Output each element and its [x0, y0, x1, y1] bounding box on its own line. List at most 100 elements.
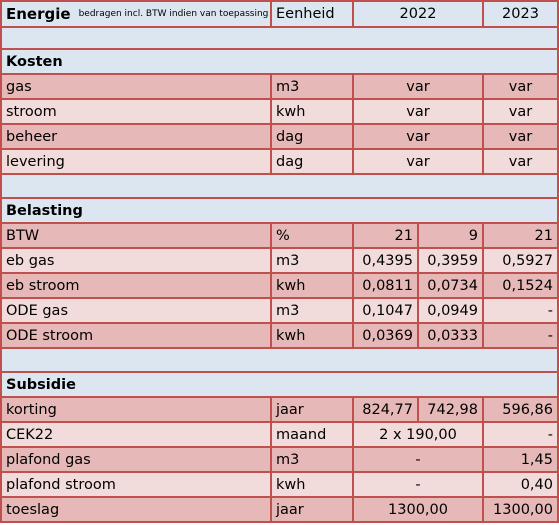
row-label-cell[interactable]: eb stroom [0, 274, 272, 299]
header-unit: Eenheid [276, 6, 335, 22]
section-cell-belasting[interactable]: Belasting [0, 199, 559, 224]
row-2022b-cell[interactable]: 0,0949 [419, 299, 484, 324]
row-2023-cell[interactable]: var [484, 150, 559, 175]
row-2023-cell[interactable]: var [484, 125, 559, 150]
row-2023-cell[interactable]: 1,45 [484, 448, 559, 473]
row-2022b-cell[interactable]: 0,0734 [419, 274, 484, 299]
row-unit-cell[interactable]: m3 [272, 75, 354, 100]
row-2022-cell[interactable]: 1300,00 [354, 498, 484, 523]
row-label: beheer [6, 128, 58, 145]
header-2022-cell[interactable]: 2022 [354, 0, 484, 28]
row-label-cell[interactable]: beheer [0, 125, 272, 150]
row-unit-cell[interactable]: m3 [272, 448, 354, 473]
section-cell-kosten[interactable]: Kosten [0, 50, 559, 75]
row-2022a-cell[interactable]: 21 [354, 224, 419, 249]
row-2022b-cell[interactable]: 0,0333 [419, 324, 484, 349]
row-label-cell[interactable]: eb gas [0, 249, 272, 274]
row-unit-cell[interactable]: dag [272, 125, 354, 150]
row-2022b-cell[interactable]: 9 [419, 224, 484, 249]
row-2023-cell[interactable]: var [484, 75, 559, 100]
row-2022b-value: 0,0949 [427, 302, 478, 319]
row-label-cell[interactable]: toeslag [0, 498, 272, 523]
row-2023-cell[interactable]: 596,86 [484, 398, 559, 423]
row-unit: kwh [276, 277, 306, 294]
row-2023-cell[interactable]: 21 [484, 224, 559, 249]
row-unit-cell[interactable]: kwh [272, 324, 354, 349]
row-label-cell[interactable]: ODE stroom [0, 324, 272, 349]
row-label-cell[interactable]: ODE gas [0, 299, 272, 324]
table-row: eb gas m3 0,4395 0,3959 0,5927 [0, 249, 559, 274]
row-2022a-cell[interactable]: 0,0811 [354, 274, 419, 299]
row-unit-cell[interactable]: m3 [272, 299, 354, 324]
row-2022-value: var [406, 153, 430, 170]
header-unit-cell[interactable]: Eenheid [272, 0, 354, 28]
row-2022b-cell[interactable]: 742,98 [419, 398, 484, 423]
row-2023-cell[interactable]: 0,1524 [484, 274, 559, 299]
row-unit-cell[interactable]: % [272, 224, 354, 249]
row-label: levering [6, 153, 65, 170]
table-row: plafond stroom kwh - 0,40 [0, 473, 559, 498]
row-2022a-cell[interactable]: 0,1047 [354, 299, 419, 324]
spacer-row [0, 349, 559, 373]
row-2023-cell[interactable]: 0,5927 [484, 249, 559, 274]
row-2022-cell[interactable]: - [354, 448, 484, 473]
row-2022-value: - [415, 476, 421, 493]
row-label: eb gas [6, 252, 55, 269]
row-2022-cell[interactable]: var [354, 100, 484, 125]
row-2023-value: 0,1524 [502, 277, 553, 294]
row-unit-cell[interactable]: maand [272, 423, 354, 448]
row-2023-cell[interactable]: var [484, 100, 559, 125]
header-title-cell[interactable]: Energie bedragen incl. BTW indien van to… [0, 0, 272, 28]
header-2023-cell[interactable]: 2023 [484, 0, 559, 28]
row-2022-cell[interactable]: var [354, 75, 484, 100]
row-2023-cell[interactable]: 0,40 [484, 473, 559, 498]
spacer-cell[interactable] [0, 175, 559, 199]
row-unit: m3 [276, 302, 300, 319]
row-2022a-cell[interactable]: 824,77 [354, 398, 419, 423]
row-2022b-value: 0,0333 [427, 327, 478, 344]
table-row: ODE stroom kwh 0,0369 0,0333 - [0, 324, 559, 349]
row-label-cell[interactable]: stroom [0, 100, 272, 125]
row-label-cell[interactable]: plafond stroom [0, 473, 272, 498]
header-note: bedragen incl. BTW indien van toepassing [78, 9, 269, 19]
row-2022-cell[interactable]: - [354, 473, 484, 498]
row-label-cell[interactable]: BTW [0, 224, 272, 249]
row-label: CEK22 [6, 426, 54, 443]
section-title-belasting: Belasting [6, 202, 83, 219]
row-unit-cell[interactable]: jaar [272, 398, 354, 423]
row-label-cell[interactable]: levering [0, 150, 272, 175]
sheet-title: Energie [6, 5, 71, 23]
row-unit-cell[interactable]: kwh [272, 473, 354, 498]
row-2023-cell[interactable]: 1300,00 [484, 498, 559, 523]
row-2022-cell[interactable]: 2 x 190,00 [354, 423, 484, 448]
spacer-cell[interactable] [0, 28, 559, 50]
row-unit-cell[interactable]: kwh [272, 274, 354, 299]
row-2022b-value: 9 [468, 227, 478, 244]
row-label: BTW [6, 227, 40, 244]
row-2022b-cell[interactable]: 0,3959 [419, 249, 484, 274]
row-2023-cell[interactable]: - [484, 324, 559, 349]
row-2022-value: 1300,00 [388, 501, 448, 518]
row-label-cell[interactable]: CEK22 [0, 423, 272, 448]
row-unit-cell[interactable]: jaar [272, 498, 354, 523]
row-2022-cell[interactable]: var [354, 150, 484, 175]
row-2022a-cell[interactable]: 0,0369 [354, 324, 419, 349]
table-row: beheer dag var var [0, 125, 559, 150]
row-2023-cell[interactable]: - [484, 423, 559, 448]
row-label-cell[interactable]: plafond gas [0, 448, 272, 473]
section-cell-subsidie[interactable]: Subsidie [0, 373, 559, 398]
spacer-row [0, 28, 559, 50]
spacer-cell[interactable] [0, 349, 559, 373]
row-unit-cell[interactable]: kwh [272, 100, 354, 125]
row-label: gas [6, 78, 32, 95]
row-unit-cell[interactable]: dag [272, 150, 354, 175]
row-unit-cell[interactable]: m3 [272, 249, 354, 274]
section-title-kosten: Kosten [6, 53, 63, 70]
table-row: gas m3 var var [0, 75, 559, 100]
row-2022a-cell[interactable]: 0,4395 [354, 249, 419, 274]
row-unit: dag [276, 128, 304, 145]
row-2023-cell[interactable]: - [484, 299, 559, 324]
row-2022-cell[interactable]: var [354, 125, 484, 150]
row-label-cell[interactable]: gas [0, 75, 272, 100]
row-label-cell[interactable]: korting [0, 398, 272, 423]
